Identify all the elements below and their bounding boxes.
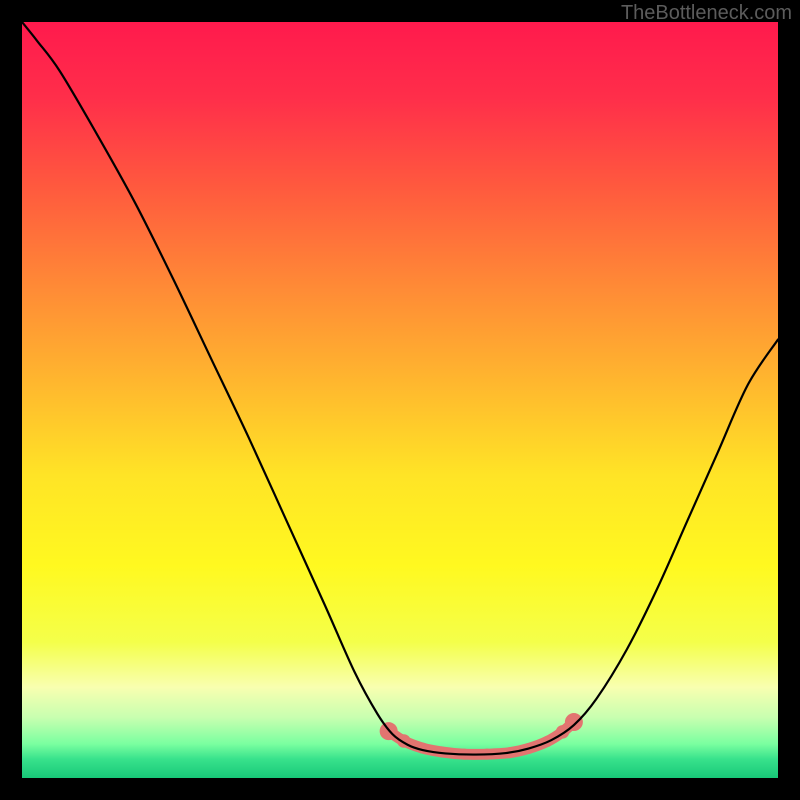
watermark-text: TheBottleneck.com	[621, 2, 792, 25]
chart-plot-area	[22, 22, 778, 778]
highlight-marker	[565, 713, 583, 731]
bottleneck-curve-chart	[22, 22, 778, 778]
chart-frame: TheBottleneck.com	[0, 0, 800, 800]
chart-background	[22, 22, 778, 778]
